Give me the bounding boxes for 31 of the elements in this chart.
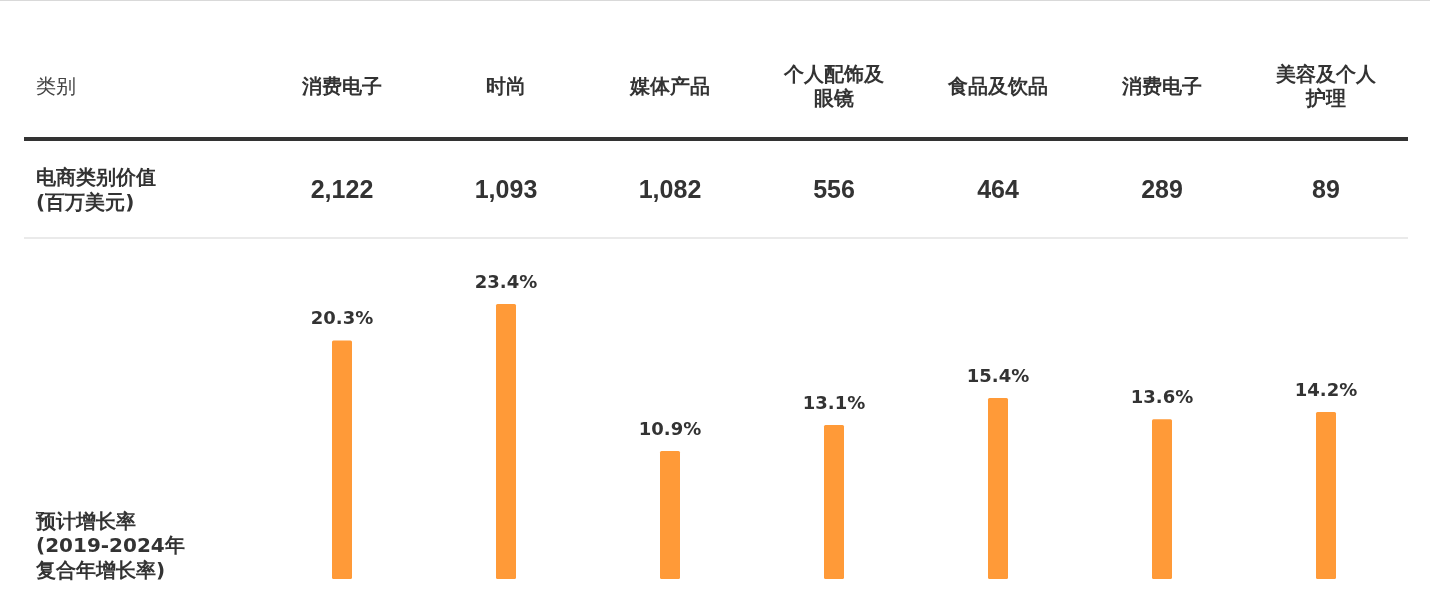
y-axis-title: 预计增长率(2019-2024年复合年增长率)	[35, 508, 185, 582]
bar	[1316, 412, 1336, 579]
bar	[1152, 419, 1172, 579]
data-label: 15.4%	[966, 365, 1030, 387]
bar	[660, 450, 680, 579]
data-label: 89	[1312, 175, 1340, 204]
data-label: 464	[977, 175, 1019, 204]
data-label: 556	[813, 175, 855, 204]
text: 电商类别价值(百万美元)	[36, 165, 156, 214]
data-label: 1,082	[638, 175, 702, 204]
category-label: 食品及饮品	[947, 74, 1048, 98]
data-label: 10.9%	[638, 417, 702, 439]
category-label: 美容及个人护理	[1275, 61, 1377, 111]
data-label: 2,122	[310, 175, 374, 204]
data-label: 289	[1141, 175, 1183, 204]
data-label: 20.3%	[310, 307, 374, 329]
bar	[988, 398, 1008, 579]
bar	[824, 425, 844, 579]
category-label: 时尚	[486, 74, 526, 98]
bar	[332, 340, 352, 579]
data-label: 13.6%	[1130, 386, 1194, 408]
data-label: 14.2%	[1294, 379, 1358, 401]
text: 类别	[36, 74, 76, 98]
category-label: 媒体产品	[629, 74, 710, 98]
category-label: 消费电子	[301, 74, 382, 98]
bar	[496, 304, 516, 579]
data-label: 23.4%	[474, 271, 538, 292]
data-label: 13.1%	[802, 392, 866, 414]
category-label: 消费电子	[1121, 74, 1202, 98]
category-label: 个人配饰及眼镜	[783, 61, 884, 111]
data-label: 1,093	[474, 175, 538, 204]
